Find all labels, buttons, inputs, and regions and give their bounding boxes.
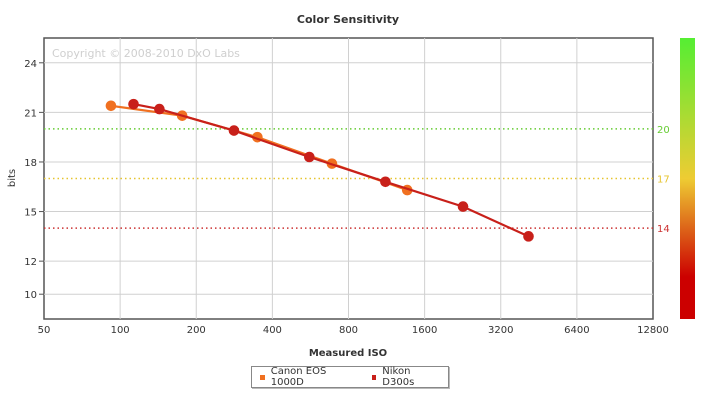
color-scale-bar <box>680 38 695 319</box>
x-tick-label: 800 <box>339 325 358 336</box>
data-point <box>523 231 534 242</box>
reference-label-20: 20 <box>657 125 670 136</box>
legend-label-canon: Canon EOS 1000D <box>270 366 327 388</box>
x-tick-label: 200 <box>187 325 206 336</box>
legend-swatch-canon <box>260 374 265 380</box>
reference-label-14: 14 <box>657 224 670 235</box>
y-tick-label: 18 <box>24 158 37 169</box>
y-axis-label: bits <box>7 169 18 187</box>
legend-label-nikon: Nikon D300s <box>382 366 415 388</box>
x-tick-label: 12800 <box>637 325 669 336</box>
data-point <box>304 151 315 163</box>
legend-item-nikon[interactable]: Nikon D300s <box>371 366 442 388</box>
y-tick-label: 15 <box>24 208 37 219</box>
y-tick-label: 21 <box>24 108 37 119</box>
data-point <box>457 201 469 212</box>
grid <box>44 38 653 319</box>
series-nikon-d300s <box>128 98 534 242</box>
x-tick-label: 6400 <box>564 325 589 336</box>
x-tick-label: 3200 <box>488 325 513 336</box>
y-axis-ticks: 10 12 15 18 21 24 <box>24 59 44 301</box>
watermark: Copyright © 2008-2010 DxO Labs <box>52 47 240 60</box>
y-tick-label: 24 <box>24 59 37 70</box>
reference-lines: 20 17 14 <box>44 125 670 235</box>
legend-item-canon[interactable]: Canon EOS 1000D <box>260 366 358 388</box>
x-tick-label: 1600 <box>412 325 437 336</box>
data-point <box>228 125 240 136</box>
x-axis-ticks: 50 100 200 400 800 1600 3200 6400 12800 <box>38 325 669 336</box>
series-layer <box>105 98 534 242</box>
y-tick-label: 10 <box>24 290 37 301</box>
data-point <box>105 100 117 112</box>
data-point <box>380 176 391 188</box>
x-tick-label: 100 <box>111 325 130 336</box>
legend: Canon EOS 1000D Nikon D300s <box>251 366 449 388</box>
x-tick-label: 50 <box>38 325 51 336</box>
data-point <box>154 103 165 115</box>
chart-title: Color Sensitivity <box>297 13 399 26</box>
data-point <box>128 98 139 110</box>
reference-label-17: 17 <box>657 175 670 186</box>
x-tick-label: 400 <box>263 325 282 336</box>
y-tick-label: 12 <box>24 257 37 268</box>
x-axis-label: Measured ISO <box>309 348 387 359</box>
legend-swatch-nikon <box>371 374 377 380</box>
